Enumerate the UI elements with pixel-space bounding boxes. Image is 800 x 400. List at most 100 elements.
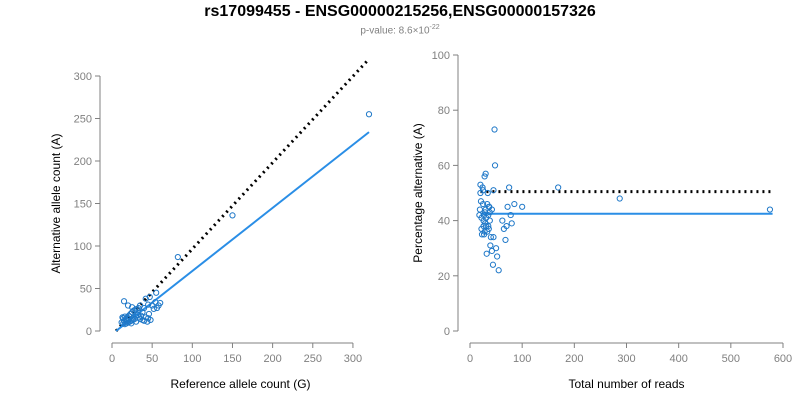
y-tick-label: 150 xyxy=(74,199,92,211)
data-point xyxy=(555,184,562,191)
x-tick-label: 300 xyxy=(617,353,635,365)
data-point xyxy=(489,261,497,268)
x-tick-label: 200 xyxy=(565,353,583,365)
x-tick-label: 400 xyxy=(669,353,687,365)
data-point xyxy=(476,211,483,219)
data-point xyxy=(128,304,136,311)
data-point xyxy=(483,214,490,221)
x-tick-label: 150 xyxy=(223,353,241,365)
reference-dotted-line xyxy=(114,57,371,333)
data-point xyxy=(145,301,152,308)
y-tick-label: 40 xyxy=(438,216,450,228)
data-point xyxy=(480,231,488,238)
data-point xyxy=(491,126,498,133)
data-point xyxy=(484,200,491,208)
data-point xyxy=(483,250,490,257)
y-tick-label: 0 xyxy=(444,326,450,338)
data-point xyxy=(511,200,518,208)
data-point xyxy=(476,206,484,213)
data-point xyxy=(486,209,493,216)
data-point xyxy=(490,234,497,241)
x-tick-label: 50 xyxy=(146,353,158,365)
data-point xyxy=(142,295,149,302)
data-point xyxy=(507,211,514,219)
p-value-text: p-value: 8.6×10 xyxy=(360,25,430,37)
x-tick-label: 0 xyxy=(467,353,473,365)
p-value-exponent: -22 xyxy=(429,24,440,31)
allele-count-scatter-panel: 0 50 100 150 200 250 300 0 50 100 150 200 250 300 Refe… xyxy=(49,57,373,391)
data-point xyxy=(146,293,153,301)
data-point xyxy=(477,189,484,197)
data-point xyxy=(506,184,513,191)
data-point xyxy=(136,314,143,321)
data-point xyxy=(490,187,497,194)
y-axis-title: Alternative allele count (A) xyxy=(49,133,63,273)
regression-fit-line xyxy=(115,131,370,332)
x-tick-label: 250 xyxy=(304,353,322,365)
y-tick-label: 60 xyxy=(438,160,450,172)
x-tick-label: 500 xyxy=(722,353,740,365)
data-point xyxy=(149,302,156,309)
data-point xyxy=(477,181,484,188)
y-tick-label: 300 xyxy=(74,71,92,83)
data-point xyxy=(478,225,485,232)
data-point xyxy=(137,302,144,309)
data-point xyxy=(365,111,373,118)
y-tick-label: 100 xyxy=(432,50,450,62)
data-point xyxy=(477,198,485,205)
data-point xyxy=(508,220,515,227)
data-point xyxy=(482,220,489,227)
y-tick-label: 20 xyxy=(438,271,450,283)
data-point xyxy=(229,212,236,219)
data-point xyxy=(487,242,494,249)
data-point xyxy=(494,253,501,260)
data-point xyxy=(499,217,506,224)
y-tick-label: 100 xyxy=(74,241,92,253)
chart-title: rs17099455 - ENSG00000215256,ENSG0000015… xyxy=(204,3,596,20)
data-point xyxy=(157,299,164,307)
data-point xyxy=(502,236,509,244)
x-axis-title: Total number of reads xyxy=(568,377,684,391)
percentage-alternative-panel: 0 100 200 300 400 500 600 0 20 40 60 80 100 Total num… xyxy=(411,50,792,391)
y-tick-label: 0 xyxy=(86,326,92,338)
x-tick-label: 100 xyxy=(183,353,201,365)
data-point xyxy=(766,206,774,213)
data-point xyxy=(485,225,492,232)
data-point xyxy=(128,320,135,327)
p-value-subtitle: p-value: 8.6×10-22 xyxy=(0,24,800,36)
data-point xyxy=(482,206,489,213)
x-axis-title: Reference allele count (G) xyxy=(170,377,310,391)
data-point xyxy=(482,209,489,216)
x-tick-label: 600 xyxy=(774,353,792,365)
x-tick-label: 200 xyxy=(263,353,281,365)
data-point xyxy=(488,247,496,255)
data-point xyxy=(124,302,132,309)
data-point xyxy=(119,314,126,321)
data-point xyxy=(491,162,499,169)
y-tick-label: 250 xyxy=(74,114,92,126)
data-point xyxy=(492,245,500,252)
data-point xyxy=(484,189,491,197)
data-point xyxy=(519,203,526,210)
x-tick-label: 0 xyxy=(109,353,115,365)
data-point xyxy=(120,298,128,305)
x-tick-label: 300 xyxy=(344,353,362,365)
data-point xyxy=(150,305,157,312)
data-point xyxy=(153,289,160,296)
data-point xyxy=(616,195,623,202)
data-point xyxy=(481,173,488,180)
y-tick-label: 80 xyxy=(438,105,450,117)
y-tick-label: 50 xyxy=(80,284,92,296)
data-point xyxy=(147,316,154,324)
data-point xyxy=(500,225,508,232)
data-point xyxy=(145,310,153,318)
data-point xyxy=(139,309,146,316)
y-tick-label: 200 xyxy=(74,156,92,168)
data-point xyxy=(487,234,494,241)
x-tick-label: 100 xyxy=(513,353,531,365)
data-point xyxy=(495,267,502,274)
y-axis-title: Percentage alternative (A) xyxy=(411,123,425,262)
data-point xyxy=(504,203,511,210)
data-point xyxy=(174,253,181,261)
